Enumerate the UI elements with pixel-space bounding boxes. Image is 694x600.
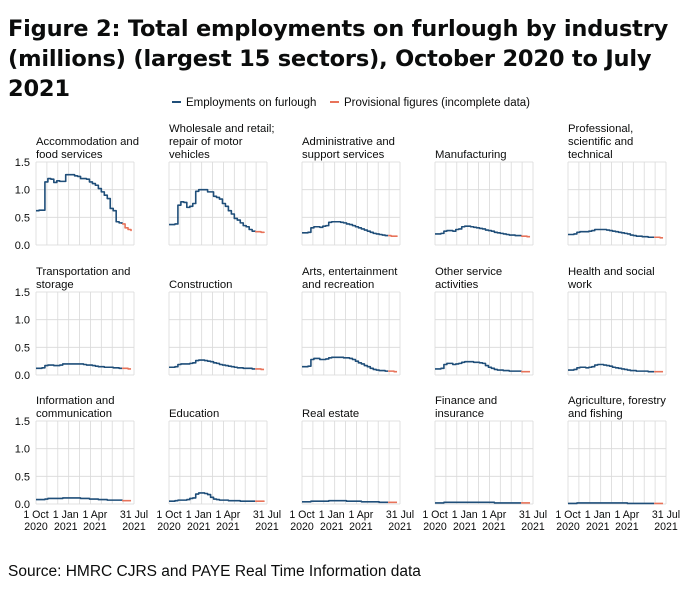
x-tick-label: 1 Apr 2021 <box>614 509 639 533</box>
y-tick-label: 0.5 <box>15 471 30 483</box>
x-tick-label: 1 Jan 2021 <box>186 509 212 533</box>
source-note: Source: HMRC CJRS and PAYE Real Time Inf… <box>8 563 421 580</box>
x-tick-label: 31 Jul 2021 <box>519 509 547 533</box>
panel-title: Transportation and storage <box>36 266 130 291</box>
series-line-furlough <box>169 188 256 232</box>
series-line-provisional <box>388 370 398 373</box>
series-line-furlough <box>568 363 655 373</box>
legend-swatch-main <box>172 100 181 103</box>
series-line-furlough <box>568 502 655 505</box>
series-line-provisional <box>654 236 664 239</box>
series-line-furlough <box>36 173 123 224</box>
y-tick-label: 1.0 <box>15 185 30 197</box>
panel-title: Agriculture, forestry and fishing <box>568 395 666 420</box>
x-tick-label: 31 Jul 2021 <box>253 509 281 533</box>
panel-3: Administrative and support services <box>301 136 401 246</box>
panel-title: Administrative and support services <box>302 136 395 161</box>
legend-item-main: Employments on furlough <box>172 95 316 111</box>
small-multiples-chart: Accommodation and food services 0.0 0.5 1.0 1… <box>15 123 680 533</box>
panel-7: Construction <box>168 279 268 376</box>
panel-title: Arts, entertainment and recreation <box>302 266 398 291</box>
series-line-furlough <box>435 501 522 504</box>
x-tick-label: 1 Apr 2021 <box>481 509 506 533</box>
y-tick-label: 1.5 <box>15 157 30 169</box>
series-line-provisional <box>122 367 132 370</box>
legend-label-provisional: Provisional figures (incomplete data) <box>344 97 531 109</box>
series-line-furlough <box>568 228 655 239</box>
panel-title: Education <box>169 408 219 420</box>
series-line-furlough <box>302 220 389 237</box>
series-line-furlough <box>302 499 389 504</box>
panel-title: Accommodation and food services <box>36 136 139 161</box>
series-line-furlough <box>36 497 123 501</box>
x-tick-label: 1 Oct 2020 <box>289 509 314 533</box>
legend-swatch-provisional <box>330 100 339 103</box>
panel-title: Real estate <box>302 408 359 420</box>
x-tick-label: 1 Jan 2021 <box>319 509 345 533</box>
y-tick-label: 1.0 <box>15 315 30 327</box>
y-tick-label: 0.5 <box>15 212 30 224</box>
y-tick-label: 1.0 <box>15 444 30 456</box>
x-tick-label: 1 Jan 2021 <box>452 509 478 533</box>
panel-9: Other service activities <box>434 266 534 376</box>
x-tick-label: 1 Apr 2021 <box>82 509 107 533</box>
x-tick-label: 31 Jul 2021 <box>386 509 414 533</box>
series-line-provisional <box>255 230 265 234</box>
panel-title: Information and communication <box>36 395 115 420</box>
panel-title: Wholesale and retail; repair of motor vehi… <box>169 123 275 161</box>
series-line-furlough <box>435 360 522 372</box>
panel-10: Health and social work <box>567 266 667 376</box>
panel-title: Manufacturing <box>435 149 507 161</box>
series-line-provisional <box>388 234 398 237</box>
series-line-provisional <box>521 235 531 238</box>
series-line-provisional <box>255 368 265 371</box>
figure-title: Figure 2: Total employments on furlough … <box>8 16 669 102</box>
series-line-furlough <box>169 359 256 370</box>
panel-2: Wholesale and retail; repair of motor vehi… <box>168 123 275 246</box>
series-line-furlough <box>169 492 256 503</box>
legend-item-provisional: Provisional figures (incomplete data) <box>330 95 530 111</box>
y-tick-label: 1.5 <box>15 416 30 428</box>
x-tick-label: 1 Jan 2021 <box>585 509 611 533</box>
panel-11: Information and communication 0.0 0.5 1.0 1.5… <box>15 395 148 533</box>
panel-title: Health and social work <box>567 266 655 291</box>
series-line-provisional <box>255 500 265 503</box>
series-line-furlough <box>36 363 123 370</box>
y-tick-label: 0.5 <box>15 342 30 354</box>
panel-title: Finance and insurance <box>435 395 497 420</box>
y-tick-label: 1.5 <box>15 287 30 299</box>
panel-title: Construction <box>169 279 232 291</box>
series-line-furlough <box>435 225 522 237</box>
panel-5: Professional, scientific and technical <box>567 123 667 246</box>
panel-title: Other service activities <box>435 266 502 291</box>
chart-legend: Employments on furlough Provisional figu… <box>0 95 694 111</box>
panel-6: Transportation and storage 0.0 0.5 1.0 1.5 <box>15 266 135 382</box>
series-line-furlough <box>302 356 389 372</box>
panel-8: Arts, entertainment and recreation <box>301 266 401 376</box>
legend-label-main: Employments on furlough <box>186 97 317 109</box>
x-tick-label: 31 Jul 2021 <box>120 509 148 533</box>
y-tick-label: 0.0 <box>15 499 30 511</box>
series-line-provisional <box>122 223 132 232</box>
x-tick-label: 31 Jul 2021 <box>652 509 680 533</box>
panel-1: Accommodation and food services 0.0 0.5 1.0 1… <box>15 136 139 252</box>
panel-title: Professional, scientific and technical <box>568 123 633 161</box>
panel-15: Agriculture, forestry and fishing 1 Oct 202… <box>555 395 680 533</box>
x-tick-label: 1 Apr 2021 <box>215 509 240 533</box>
x-tick-label: 1 Oct 2020 <box>156 509 181 533</box>
x-tick-label: 1 Jan 2021 <box>53 509 79 533</box>
x-tick-label: 1 Oct 2020 <box>422 509 447 533</box>
x-tick-label: 1 Apr 2021 <box>348 509 373 533</box>
x-tick-label: 1 Oct 2020 <box>555 509 580 533</box>
panel-4: Manufacturing <box>434 149 534 246</box>
y-tick-label: 0.0 <box>15 240 30 252</box>
y-tick-label: 0.0 <box>15 370 30 382</box>
x-tick-label: 1 Oct 2020 <box>23 509 48 533</box>
